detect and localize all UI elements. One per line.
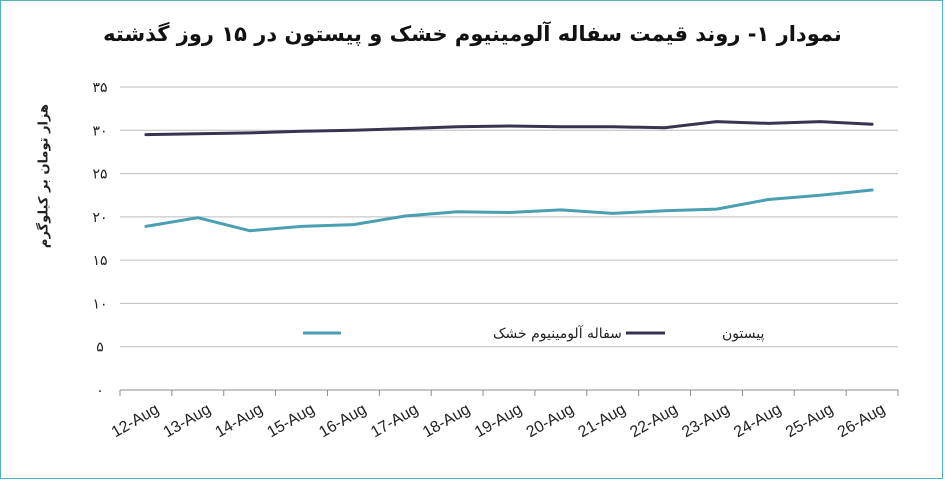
x-tick-label: 24-Aug (731, 401, 784, 442)
x-tick-label: 21-Aug (576, 401, 629, 442)
x-tick-label: 13-Aug (161, 401, 214, 442)
x-tick-labels: 12-Aug13-Aug14-Aug15-Aug16-Aug17-Aug18-A… (109, 401, 888, 442)
legend: سفاله آلومینیوم خشک پیستون (303, 325, 764, 342)
series-line (144, 188, 874, 233)
y-tick-label: ۰ (96, 383, 104, 399)
x-tick-label: 20-Aug (524, 401, 577, 442)
x-tick-label: 16-Aug (316, 401, 369, 442)
chart-title: نمودار ۱- روند قیمت سفاله آلومینیوم خشک … (103, 22, 842, 46)
legend-label: سفاله آلومینیوم خشک (493, 325, 622, 342)
y-tick-label: ۳۰ (92, 123, 107, 139)
x-tick-label: 19-Aug (472, 401, 525, 442)
y-tick-label: ۱۵ (92, 253, 107, 269)
gridlines (120, 86, 898, 348)
x-tick-label: 22-Aug (627, 401, 680, 442)
y-tick-label: ۲۰ (92, 210, 107, 226)
x-tick-label: 23-Aug (679, 401, 732, 442)
x-tick-label: 12-Aug (109, 401, 162, 442)
x-tick-label: 18-Aug (420, 401, 473, 442)
x-tick-label: 17-Aug (368, 401, 421, 442)
y-tick-labels: ۰ ۵ ۱۰ ۱۵ ۲۰ ۲۵ ۳۰ ۳۵ (92, 80, 107, 399)
x-tick-label: 15-Aug (264, 401, 317, 442)
x-tick-label: 26-Aug (835, 401, 888, 442)
x-tick-label: 25-Aug (783, 401, 836, 442)
y-tick-label: ۵ (96, 340, 104, 356)
y-tick-label: ۱۰ (92, 296, 107, 312)
legend-label: پیستون (722, 326, 764, 342)
series-lines (144, 120, 874, 233)
series-line (144, 120, 874, 137)
y-tick-label: ۳۵ (92, 80, 107, 96)
x-tick-label: 14-Aug (212, 401, 265, 442)
y-tick-label: ۲۵ (92, 167, 107, 183)
x-axis (119, 389, 899, 396)
